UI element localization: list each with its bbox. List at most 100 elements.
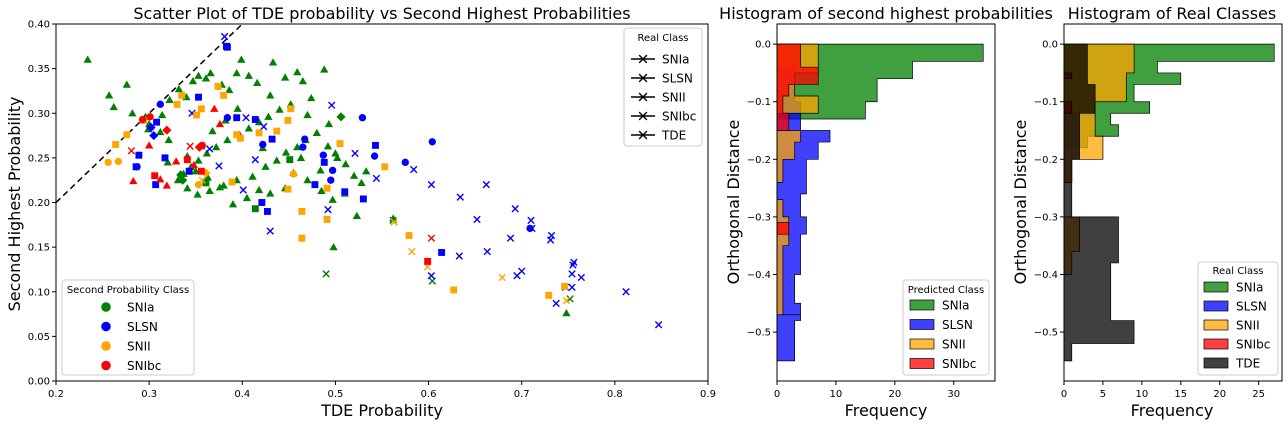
y-tick-label: 0.0 — [1042, 40, 1058, 51]
reference-line — [55, 23, 243, 204]
scatter-ylabel: Second Highest Probability — [5, 97, 24, 312]
data-point — [293, 68, 302, 76]
legend-label: SNIbc — [662, 110, 696, 124]
data-point — [299, 143, 307, 151]
y-tick-label: 0.40 — [28, 20, 50, 31]
y-tick-label: −0.2 — [1034, 155, 1058, 166]
data-point — [210, 104, 219, 112]
data-point — [427, 234, 436, 242]
data-point — [357, 178, 366, 186]
data-point — [255, 129, 263, 137]
data-point — [562, 309, 571, 317]
data-point — [323, 142, 333, 150]
legend-swatch — [909, 319, 935, 330]
x-tick-label: 0.2 — [48, 389, 64, 400]
data-point — [405, 232, 413, 239]
scatter-xlabel: TDE Probability — [320, 401, 443, 420]
data-point — [370, 152, 379, 160]
data-point — [317, 186, 326, 195]
data-point — [261, 162, 270, 170]
data-point — [324, 205, 332, 214]
data-point — [390, 218, 398, 226]
data-point — [266, 227, 274, 235]
legend-swatch — [1203, 281, 1229, 293]
x-tick-label: 0.5 — [327, 389, 343, 400]
legend-label: SLSN — [1236, 300, 1267, 314]
data-point — [513, 271, 521, 280]
data-point — [268, 58, 278, 66]
data-point — [186, 142, 194, 150]
legend-swatch — [1203, 300, 1229, 312]
legend-marker — [638, 130, 648, 140]
data-point — [298, 234, 306, 242]
data-point — [178, 91, 186, 99]
data-point — [264, 112, 273, 120]
data-point — [359, 195, 367, 203]
data-point — [225, 85, 234, 94]
data-point — [482, 180, 491, 189]
data-point — [329, 242, 338, 251]
data-point — [223, 43, 231, 51]
hist2-xlabel: Frequency — [845, 401, 928, 420]
data-point — [146, 122, 156, 133]
data-point — [654, 321, 663, 329]
legend-swatch — [1203, 357, 1229, 369]
data-point — [266, 189, 275, 197]
data-point — [223, 114, 232, 122]
data-point — [114, 157, 123, 166]
data-point — [450, 286, 458, 294]
data-point — [172, 157, 181, 165]
data-point — [331, 149, 340, 157]
legend-swatch — [909, 358, 935, 369]
legend-swatch — [909, 299, 935, 311]
y-tick-label: 0.30 — [28, 109, 50, 120]
legend-label: SNIa — [1236, 281, 1264, 295]
data-point — [83, 55, 92, 63]
data-point — [151, 172, 159, 180]
data-point — [372, 174, 381, 183]
data-point — [132, 163, 140, 171]
data-point — [123, 131, 131, 139]
legend-label: SNII — [662, 91, 686, 105]
data-point — [568, 270, 576, 278]
data-point — [178, 175, 188, 185]
data-point — [174, 85, 184, 93]
data-point — [296, 153, 306, 161]
y-tick-label: 0.05 — [28, 332, 50, 343]
data-point — [409, 165, 418, 174]
data-point — [527, 216, 535, 225]
y-tick-label: 0.00 — [28, 377, 50, 388]
y-tick-label: −0.4 — [747, 270, 771, 281]
data-point — [498, 273, 506, 282]
data-point — [381, 163, 389, 171]
data-point — [194, 142, 205, 152]
data-point — [427, 271, 436, 280]
legend-title: Second Probability Class — [67, 285, 189, 296]
data-point — [156, 100, 165, 109]
scatter-title: Scatter Plot of TDE probability vs Secon… — [133, 4, 630, 23]
data-point — [259, 140, 267, 149]
data-point — [316, 166, 325, 174]
legend-label: SNIbc — [1236, 338, 1270, 352]
data-point — [263, 207, 271, 215]
histogram-series-snii — [776, 43, 819, 316]
data-point — [152, 181, 160, 189]
legend-label: SLSN — [127, 320, 158, 334]
legend-dot — [101, 302, 111, 312]
data-point — [545, 291, 553, 299]
legend-label: SLSN — [942, 318, 973, 332]
data-point — [427, 180, 436, 189]
legend-swatch — [1203, 338, 1229, 350]
data-point — [220, 32, 229, 41]
x-tick-label: 10 — [1135, 389, 1148, 400]
data-point — [164, 135, 173, 144]
data-point — [233, 104, 242, 112]
data-point — [156, 175, 165, 183]
data-point — [127, 147, 136, 155]
data-point — [336, 112, 346, 122]
data-point — [146, 113, 154, 121]
data-point — [237, 55, 246, 63]
legend-label: SNII — [1236, 319, 1260, 333]
data-point — [203, 173, 212, 181]
